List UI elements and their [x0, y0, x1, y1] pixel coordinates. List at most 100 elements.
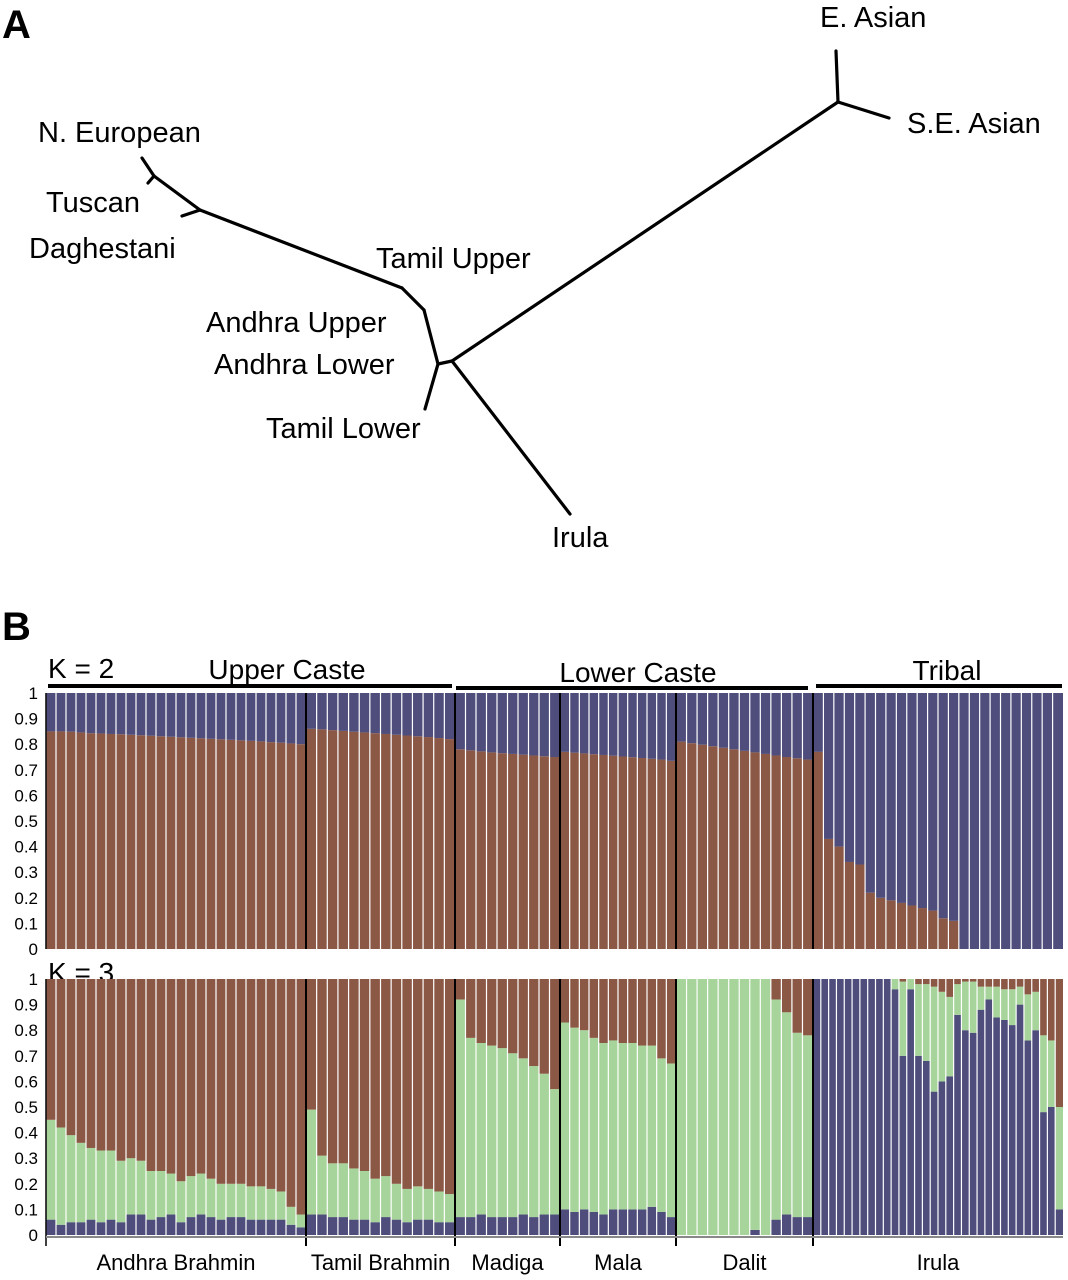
k2-bar-dalit-12-brown — [791, 758, 803, 949]
k2-bar-andhra-brahmin-21-brown — [246, 740, 256, 949]
k3-bar-mala-10-brown — [647, 979, 657, 1046]
k3-bar-tamil-brahmin-5-green — [348, 1168, 360, 1220]
k3-bar-dalit-7-green — [739, 979, 750, 1235]
k2-structure-plot — [45, 693, 1063, 949]
k3-bar-irula-29-blue — [1031, 1030, 1040, 1235]
k2-bar-andhra-brahmin-2-blue — [56, 693, 66, 732]
k3-bar-mala-3-brown — [579, 979, 589, 1031]
k3-bar-mala-2-green — [569, 1027, 580, 1212]
k3-bar-irula-23-blue — [984, 999, 993, 1235]
k3-bar-tamil-brahmin-4-green — [337, 1163, 349, 1218]
k3-structure-plot — [45, 979, 1063, 1235]
k3-bar-irula-25-green — [1000, 989, 1009, 1020]
k3-bar-andhra-brahmin-19-green — [226, 1183, 236, 1218]
k2-bar-andhra-brahmin-8-blue — [116, 693, 126, 735]
k3-bar-andhra-brahmin-8-brown — [116, 979, 126, 1161]
k3-bar-andhra-brahmin-6-green — [96, 1150, 106, 1223]
k2-bar-tamil-brahmin-7-blue — [369, 693, 381, 734]
k3-bar-irula-28-blue — [1023, 1040, 1032, 1235]
k2-bar-andhra-brahmin-13-blue — [166, 693, 176, 737]
k2-bar-dalit-7-blue — [739, 693, 750, 751]
k3-bar-andhra-brahmin-24-brown — [276, 979, 286, 1192]
k2-bar-tamil-brahmin-2-brown — [316, 729, 328, 949]
k3-bar-mala-4-green — [589, 1037, 599, 1212]
k2-bar-andhra-brahmin-14-brown — [176, 737, 186, 949]
k2-bar-tamil-brahmin-10-brown — [401, 735, 413, 949]
k2-bar-tamil-brahmin-12-brown — [423, 737, 434, 949]
k2-bar-tamil-brahmin-8-blue — [380, 693, 392, 734]
k2-bar-irula-6-blue — [865, 693, 876, 893]
k2-bar-irula-9-brown — [896, 902, 907, 949]
k2-bar-dalit-13-blue — [802, 693, 813, 760]
k2-bar-dalit-13-brown — [802, 759, 813, 949]
k3-bar-andhra-brahmin-14-green — [176, 1181, 186, 1223]
population-label-andhra-brahmin: Andhra Brahmin — [97, 1250, 256, 1275]
k3-bar-madiga-6-green — [507, 1053, 518, 1218]
k3-tick-label: 0.7 — [14, 1047, 38, 1066]
k3-tick-label: 0.5 — [14, 1098, 38, 1117]
k2-y-axis: 0 0.1 0.2 0.3 0.4 0.5 0.6 0.7 0.8 0.9 1 — [14, 684, 38, 959]
k3-bar-andhra-brahmin-7-blue — [106, 1219, 116, 1235]
k2-bar-tamil-brahmin-12-blue — [423, 693, 434, 738]
k3-bar-mala-8-blue — [627, 1209, 638, 1235]
k3-bar-tamil-brahmin-1-green — [306, 1109, 317, 1215]
k2-bar-tamil-brahmin-14-brown — [444, 739, 455, 949]
k3-bar-mala-9-green — [637, 1045, 647, 1210]
panel-b-letter: B — [2, 605, 31, 649]
k3-bar-madiga-9-brown — [539, 979, 550, 1074]
k3-bar-madiga-2-brown — [465, 979, 476, 1038]
k3-bar-andhra-brahmin-13-green — [166, 1173, 176, 1215]
k3-bar-andhra-brahmin-17-brown — [206, 979, 216, 1179]
k2-tick-label: 1 — [29, 684, 38, 703]
k2-bar-andhra-brahmin-21-blue — [246, 693, 256, 741]
k3-bar-mala-10-blue — [647, 1206, 657, 1235]
k3-bar-irula-26-green — [1008, 989, 1017, 1026]
population-label-mala: Mala — [594, 1250, 642, 1275]
k3-bar-andhra-brahmin-6-blue — [96, 1222, 106, 1235]
k2-bar-irula-22-blue — [1031, 693, 1043, 949]
k2-bar-dalit-11-brown — [781, 757, 792, 949]
k3-bar-tamil-brahmin-4-blue — [337, 1217, 349, 1235]
k2-bar-irula-7-brown — [875, 897, 886, 949]
k3-bar-irula-24-green — [992, 986, 1001, 1018]
branch-europe-inner — [152, 174, 202, 212]
k2-bar-irula-14-blue — [948, 693, 959, 921]
k2-bar-irula-1-blue — [813, 693, 824, 752]
k3-tick-label: 1 — [29, 970, 38, 989]
k3-bar-irula-12-brown — [898, 979, 907, 982]
k2-bar-mala-5-brown — [598, 754, 609, 949]
k2-bar-dalit-11-blue — [781, 693, 792, 757]
k3-bar-madiga-5-blue — [497, 1217, 508, 1235]
k2-tick-label: 0.7 — [14, 761, 38, 780]
k2-tick-label: 0.4 — [14, 838, 38, 857]
k2-bar-mala-7-blue — [618, 693, 628, 757]
k3-bar-andhra-brahmin-23-green — [266, 1188, 276, 1220]
k2-bar-andhra-brahmin-10-brown — [136, 735, 146, 949]
k3-bar-andhra-brahmin-7-brown — [106, 979, 116, 1151]
k3-bar-tamil-brahmin-10-green — [401, 1188, 413, 1223]
k2-bar-andhra-brahmin-23-blue — [266, 693, 276, 743]
k2-bar-andhra-brahmin-1-blue — [46, 693, 56, 732]
k3-bar-madiga-5-brown — [497, 979, 508, 1049]
k3-bar-madiga-3-brown — [476, 979, 487, 1043]
k3-bar-mala-6-blue — [608, 1209, 618, 1235]
k3-bar-dalit-13-blue — [802, 1217, 813, 1235]
k3-bar-madiga-8-brown — [528, 979, 539, 1067]
k3-bar-irula-12-blue — [898, 1055, 907, 1235]
branch-tuscan — [146, 174, 156, 185]
group-headers: Upper Caste Lower Caste Tribal — [48, 654, 1062, 690]
k3-bar-mala-7-blue — [618, 1209, 628, 1235]
k2-bar-andhra-brahmin-6-blue — [96, 693, 106, 734]
k2-bar-tamil-brahmin-2-blue — [316, 693, 328, 730]
k2-bar-madiga-6-blue — [507, 693, 518, 754]
k3-tick-label: 0.1 — [14, 1200, 38, 1219]
k2-bar-andhra-brahmin-8-brown — [116, 734, 126, 949]
k3-bar-tamil-brahmin-1-brown — [306, 979, 317, 1110]
k3-bar-mala-4-brown — [589, 979, 599, 1038]
k3-bar-irula-18-brown — [945, 979, 954, 997]
k3-bar-tamil-brahmin-11-green — [412, 1186, 424, 1220]
k2-bar-tamil-brahmin-3-blue — [327, 693, 338, 731]
k2-bar-tamil-brahmin-4-brown — [337, 730, 349, 949]
k3-bar-mala-8-green — [627, 1043, 638, 1210]
tree-label-southeast-asian: S.E. Asian — [907, 108, 1041, 140]
